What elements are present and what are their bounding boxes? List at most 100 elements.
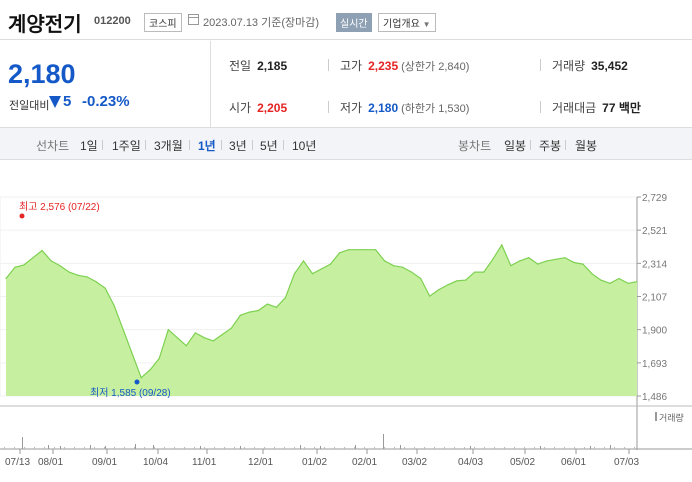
stat-volume-value: 35,452 (591, 59, 628, 73)
volume-bar (60, 446, 61, 449)
divider (283, 140, 284, 150)
price-point (492, 258, 494, 260)
period-1d[interactable]: 1일 (80, 139, 98, 153)
volume-bar (374, 447, 375, 449)
volume-bar (54, 447, 55, 449)
price-point (519, 260, 521, 262)
period-3y[interactable]: 3년 (229, 139, 247, 153)
price-area (6, 244, 637, 396)
volume-bar (264, 447, 265, 449)
company-info-button[interactable]: 기업개요 ▼ (378, 13, 436, 32)
x-tick-label: 09/01 (92, 457, 117, 468)
price-point (167, 329, 169, 331)
volume-bar (334, 447, 335, 449)
volume-bar (383, 434, 384, 449)
volume-bar (154, 447, 155, 449)
price-point (384, 260, 386, 262)
volume-bar (584, 447, 585, 449)
volume-bar (540, 446, 541, 449)
upper-limit: (상한가 2,840) (401, 61, 470, 73)
volume-bar (153, 445, 154, 449)
period-3m[interactable]: 3개월 (154, 139, 183, 153)
company-info-label: 기업개요 (383, 19, 420, 30)
x-tick-label: 12/01 (248, 457, 273, 468)
stock-code: 012200 (94, 15, 131, 27)
volume-label: 거래량 (659, 412, 684, 423)
price-point (591, 273, 593, 275)
volume-bar (105, 446, 106, 449)
price-point (14, 266, 16, 268)
price-point (248, 311, 250, 313)
volume-bar (48, 445, 49, 449)
volume-bar (344, 447, 345, 449)
volume-bar (284, 447, 285, 449)
period-1y[interactable]: 1년 (198, 139, 216, 153)
calendar-icon (188, 14, 199, 25)
stat-low-label: 저가 (340, 101, 363, 115)
volume-bar (590, 446, 591, 449)
volume-bar (254, 447, 255, 449)
y-tick-label: 1,900 (642, 326, 667, 337)
volume-bar (135, 444, 136, 449)
candle-chart-label: 봉차트 (458, 139, 492, 153)
realtime-button[interactable]: 실시간 (336, 13, 372, 32)
price-point (329, 263, 332, 265)
volume-bar (554, 447, 555, 449)
divider (530, 140, 531, 150)
price-point (50, 260, 52, 262)
volume-bar (240, 446, 241, 449)
stat-low: 저가 2,180 (하한가 1,530) (340, 99, 469, 116)
price-point (5, 277, 7, 280)
divider (102, 140, 103, 150)
candle-monthly[interactable]: 월봉 (575, 139, 598, 153)
volume-bar (164, 447, 165, 449)
volume-bar (524, 447, 525, 449)
volume-bar (434, 447, 435, 449)
y-tick-label: 2,107 (642, 293, 667, 304)
period-1w[interactable]: 1주일 (112, 139, 141, 153)
volume-bar (574, 447, 575, 449)
volume-bar (464, 447, 465, 449)
volume-bar (514, 447, 515, 449)
stat-high: 고가 2,235 (상한가 2,840) (340, 57, 469, 74)
price-point (239, 314, 241, 316)
lower-limit: (하한가 1,530) (401, 103, 470, 115)
period-5y[interactable]: 5년 (260, 139, 278, 153)
volume-bar (194, 447, 195, 449)
price-point (600, 279, 602, 281)
volume-bar (4, 447, 5, 449)
volume-bar (504, 447, 505, 449)
price-change: 5 (63, 93, 72, 110)
volume-bar (624, 447, 625, 449)
price-point (393, 265, 395, 267)
price-point (122, 329, 124, 331)
volume-bar (634, 447, 635, 449)
price-point (510, 265, 512, 267)
y-tick-label: 2,314 (642, 259, 667, 270)
price-point (59, 265, 61, 267)
candle-daily[interactable]: 일봉 (504, 139, 527, 153)
x-tick-label: 08/01 (38, 457, 63, 468)
volume-bar (114, 447, 115, 449)
y-tick-label: 1,486 (642, 392, 667, 403)
price-point (320, 268, 323, 270)
period-10y[interactable]: 10년 (292, 139, 317, 153)
volume-bar (234, 447, 235, 449)
volume-bar (144, 447, 145, 449)
y-tick-label: 2,729 (642, 193, 667, 204)
volume-bar (320, 446, 321, 449)
volume-bar (394, 447, 395, 449)
volume-bar (244, 447, 245, 449)
price-point (185, 345, 187, 347)
price-point (230, 327, 232, 329)
x-tick-label: 06/01 (561, 457, 586, 468)
volume-bar (444, 447, 445, 449)
price-point (104, 287, 106, 289)
price-point (158, 357, 160, 360)
price-point (546, 260, 548, 262)
volume-bar (355, 445, 356, 449)
volume-bar (454, 447, 455, 449)
candle-weekly[interactable]: 주봉 (539, 139, 562, 153)
stat-high-label: 고가 (340, 59, 363, 73)
price-point (365, 249, 368, 251)
